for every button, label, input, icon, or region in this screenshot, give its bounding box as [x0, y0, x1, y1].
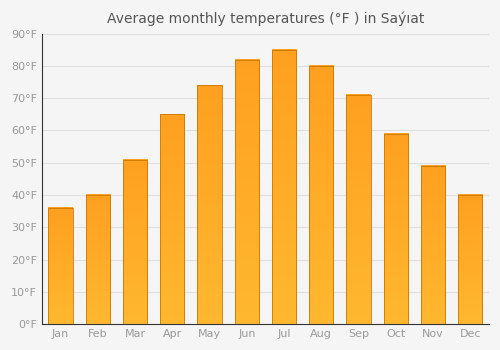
Bar [86, 195, 110, 324]
Title: Average monthly temperatures (°F ) in Saýıat: Average monthly temperatures (°F ) in Sa… [106, 11, 424, 26]
Bar [272, 50, 296, 324]
Bar [346, 95, 370, 324]
Bar [458, 195, 482, 324]
Bar [123, 160, 147, 324]
Bar [234, 60, 259, 324]
Bar [309, 66, 334, 324]
Bar [160, 114, 184, 324]
Bar [384, 134, 408, 324]
Bar [421, 166, 445, 324]
Bar [48, 208, 72, 324]
Bar [198, 85, 222, 324]
